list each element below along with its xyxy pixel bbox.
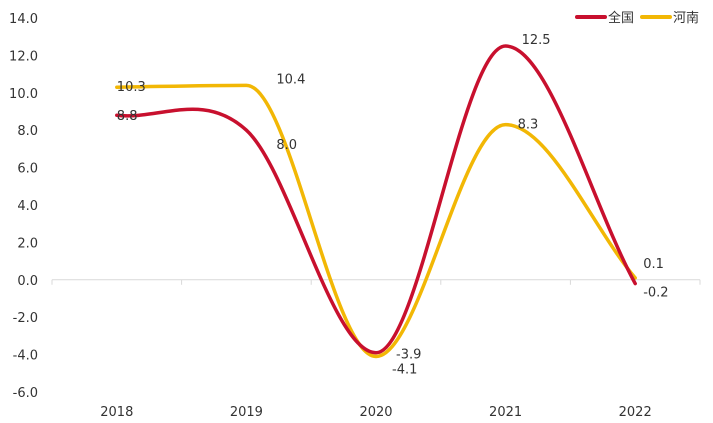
axis-layer: 14.0 12.0 10.0 8.0 6.0 4.0 2.0 0.0 -2.0 -4.0 -6.0 2…: [9, 12, 701, 420]
data-label: 10.3: [117, 80, 146, 95]
x-tick-label: 2019: [230, 405, 263, 420]
x-tick-label: 2022: [619, 405, 652, 420]
x-tick-label: 2018: [100, 405, 133, 420]
series-line-0: [115, 44, 637, 355]
y-tick-label: 6.0: [17, 162, 38, 177]
data-label: 0.1: [643, 257, 664, 272]
data-label: 8.3: [518, 118, 539, 133]
data-label: 8.0: [276, 138, 297, 153]
y-tick-label: 10.0: [9, 87, 38, 102]
series-line-1: [115, 83, 637, 359]
y-tick-label: 4.0: [17, 199, 38, 214]
data-label: -0.2: [643, 286, 668, 301]
legend-label: 河南: [673, 10, 699, 26]
y-tick-label: 8.0: [17, 124, 38, 139]
data-label-layer: 8.8 8.0 -3.9 12.5 -0.2 10.3 10.4 -4.1 8.3 0.1: [117, 33, 669, 377]
x-tick-label: 2020: [359, 405, 392, 420]
data-label: 12.5: [522, 33, 551, 48]
y-tick-label: 12.0: [9, 49, 38, 64]
y-tick-label: -6.0: [13, 386, 38, 401]
y-tick-label: -2.0: [13, 311, 38, 326]
series-layer: [115, 44, 637, 359]
legend-label: 全国: [608, 10, 634, 26]
data-label: -4.1: [392, 362, 417, 377]
legend: 全国 河南: [575, 10, 699, 26]
x-tick-label: 2021: [489, 405, 522, 420]
y-tick-label: 14.0: [9, 12, 38, 27]
data-label: 10.4: [276, 72, 305, 87]
y-tick-label: -4.0: [13, 349, 38, 364]
y-tick-label: 2.0: [17, 236, 38, 251]
y-tick-label: 0.0: [17, 274, 38, 289]
data-label: -3.9: [396, 348, 421, 363]
data-label: 8.8: [117, 109, 138, 124]
